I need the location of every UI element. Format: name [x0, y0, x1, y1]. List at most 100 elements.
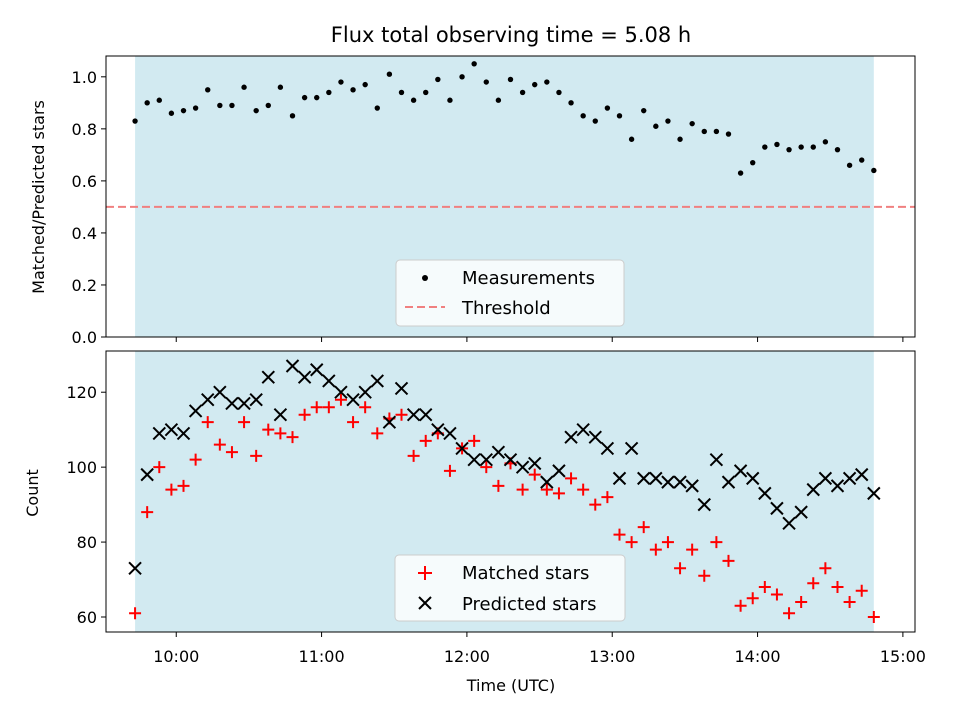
count-y-tick-label: 100	[66, 458, 97, 477]
matched-star-point	[274, 427, 287, 440]
matched-star-point	[225, 446, 238, 459]
x-tick-label: 12:00	[444, 647, 490, 666]
ratio-axes-frame	[105, 55, 916, 338]
measurement-point	[362, 81, 368, 88]
matched-star-point	[165, 483, 178, 496]
measurement-point	[604, 105, 611, 111]
predicted-star-point	[794, 505, 808, 519]
predicted-star-point	[758, 486, 772, 501]
measurement-point	[616, 113, 623, 119]
matched-star-point	[480, 461, 493, 474]
measurement-point	[410, 97, 417, 103]
predicted-star-point	[552, 464, 566, 478]
measurement-point	[229, 102, 235, 109]
predicted-star-point	[249, 392, 263, 407]
predicted-star-point	[310, 363, 324, 377]
ratio-y-tick-label: 1.0	[72, 68, 97, 87]
matched-star-point	[141, 506, 154, 519]
matched-star-point	[443, 464, 456, 477]
predicted-star-point	[697, 497, 711, 512]
predicted-star-point	[213, 385, 227, 399]
matched-star-point	[419, 434, 432, 447]
predicted-star-point	[503, 452, 518, 467]
predicted-star-point	[358, 385, 372, 399]
matched-star-point	[746, 592, 759, 605]
measurement-point	[144, 100, 150, 106]
predicted-star-point	[709, 452, 724, 467]
measurement-point	[350, 87, 356, 93]
predicted-star-point	[188, 404, 203, 418]
measurement-point	[265, 102, 271, 109]
predicted-star-point	[867, 486, 881, 501]
measurement-point	[423, 89, 429, 96]
predicted-star-point	[225, 396, 239, 411]
measurement-point	[168, 110, 175, 116]
x-tick-label: 15:00	[880, 647, 926, 666]
measurement-point	[192, 105, 199, 111]
predicted-star-point	[164, 422, 179, 437]
predicted-star-point	[285, 359, 300, 373]
predicted-star-point	[588, 430, 602, 444]
matched-star-point	[722, 554, 735, 567]
measurement-point	[386, 71, 393, 77]
ratio-legend-frame	[395, 259, 625, 327]
predicted-star-point	[406, 407, 421, 422]
ratio-y-tick-label: 0.4	[72, 224, 97, 243]
matched-star-point	[758, 581, 771, 594]
measurement-point	[301, 94, 308, 101]
measurement-point	[289, 113, 296, 119]
predicted-star-point	[830, 479, 845, 493]
matched-star-point	[565, 472, 578, 485]
x-axis-label: Time (UTC)	[466, 676, 555, 695]
predicted-star-point	[515, 460, 530, 474]
count-y-tick-label: 120	[66, 383, 97, 402]
predicted-star-point	[818, 471, 833, 486]
measurement-point	[435, 76, 441, 83]
predicted-star-point	[661, 475, 675, 489]
predicted-star-point	[176, 426, 191, 441]
predicted-star-point	[419, 407, 433, 422]
ratio-y-tick-label: 0.6	[72, 172, 97, 191]
measurement-point	[374, 105, 380, 111]
matched-star-point	[795, 596, 808, 609]
matched-star-point	[153, 461, 166, 474]
count-y-tick-label: 60	[77, 608, 97, 627]
measurement-point	[641, 107, 647, 114]
x-tick-label: 14:00	[735, 647, 781, 666]
predicted-star-point	[455, 441, 469, 456]
measurement-point	[628, 136, 635, 142]
predicted-legend-label: Predicted stars	[462, 594, 596, 615]
predicted-star-point	[261, 370, 275, 384]
measurement-point	[846, 162, 853, 168]
matched-star-point	[201, 416, 214, 429]
predicted-star-point	[733, 464, 748, 478]
measurement-point	[810, 144, 816, 150]
measurement-point	[592, 118, 598, 124]
predicted-star-point	[491, 445, 506, 459]
measurement-point	[507, 76, 514, 83]
matched-star-point	[189, 453, 202, 466]
x-tick-label: 10:00	[153, 647, 199, 666]
measurement-point	[338, 79, 344, 85]
measurement-point	[277, 84, 284, 90]
measurement-point	[750, 159, 756, 166]
matched-star-point	[625, 536, 638, 549]
measurement-point	[447, 97, 453, 103]
matched-star-point	[492, 479, 505, 492]
matched-star-point	[783, 607, 796, 620]
matched-star-point	[468, 434, 481, 447]
predicted-star-point	[721, 475, 736, 489]
measurement-point	[701, 128, 707, 135]
measurement-point	[822, 139, 829, 145]
ratio-legend: Measurements Threshold	[395, 259, 625, 327]
matched-star-point	[770, 588, 783, 601]
predicted-star-point	[479, 452, 493, 467]
predicted-star-point	[128, 561, 142, 576]
measurement-point	[798, 144, 804, 150]
matched-star-point	[250, 449, 263, 462]
matched-star-point	[710, 536, 723, 549]
predicted-star-point	[600, 441, 615, 456]
matched-star-point	[661, 536, 674, 549]
matched-star-point	[322, 401, 335, 414]
count-panel: Count Time (UTC) 60 80 100 120 10:00 11:00 12:…	[23, 350, 926, 695]
